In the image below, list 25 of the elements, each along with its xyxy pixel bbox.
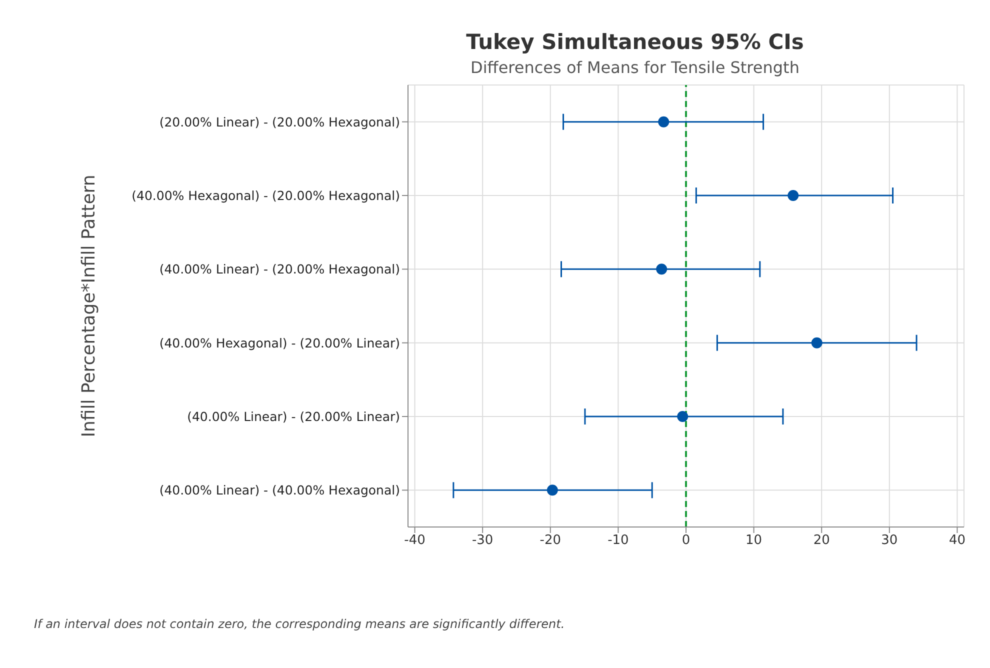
x-tick-label: -30: [472, 533, 494, 548]
point: [788, 190, 799, 201]
y-tick-label: (20.00% Linear) - (20.00% Hexagonal): [159, 114, 400, 130]
chart-subtitle: Differences of Means for Tensile Strength: [470, 58, 800, 77]
x-tick-label: 30: [881, 533, 898, 548]
x-tick-label: -20: [540, 533, 562, 548]
x-tick-label: 0: [682, 533, 690, 548]
y-tick-label: (40.00% Linear) - (20.00% Linear): [187, 408, 400, 424]
x-tick-label: 10: [746, 533, 762, 548]
x-tick-label: -40: [404, 533, 426, 548]
x-tick-label: 20: [813, 533, 830, 548]
chart-title: Tukey Simultaneous 95% CIs: [465, 30, 805, 54]
point: [546, 484, 558, 496]
text: If an interval does not contain zero, the corresponding means are significantly different.: [34, 617, 566, 631]
point: [811, 337, 822, 348]
y-tick-label: (40.00% Linear) - (40.00% Hexagonal): [159, 482, 400, 498]
y-tick-label: (40.00% Linear) - (20.00% Hexagonal): [159, 262, 400, 277]
x-tick-label: 40: [948, 533, 966, 548]
y-tick-label: (40.00% Hexagonal) - (20.00% Linear): [159, 335, 400, 350]
x-tick-label: -10: [608, 533, 629, 548]
y-axis-title: Infill Percentage*Infill Pattern: [78, 174, 100, 438]
point: [656, 264, 668, 275]
point: [677, 411, 688, 422]
point: [658, 116, 670, 128]
y-tick-label: (40.00% Hexagonal) - (20.00% Hexagonal): [132, 188, 400, 203]
